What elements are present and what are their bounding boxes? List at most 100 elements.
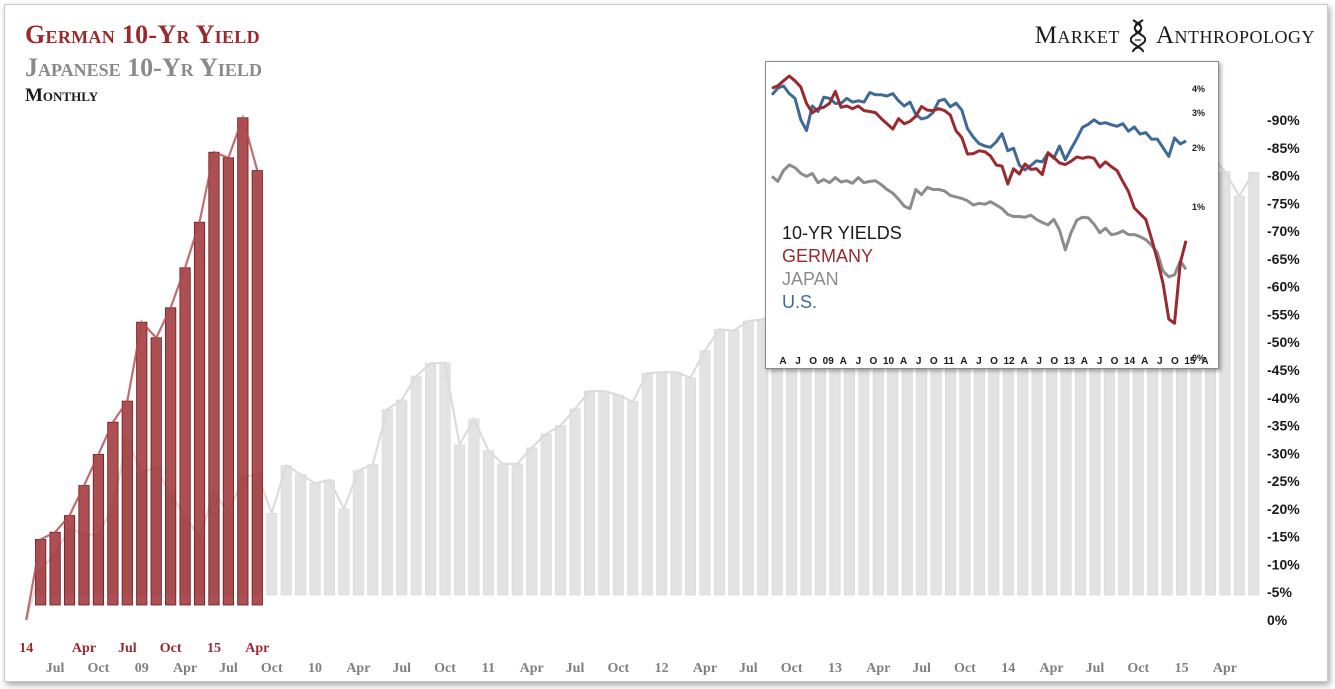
inset-x-tick-label: J — [856, 356, 862, 367]
y-tick-label: -20% — [1267, 501, 1300, 517]
german-bar — [193, 221, 206, 606]
german-bar — [78, 485, 90, 606]
x-tick-label-japan: Oct — [1127, 661, 1149, 676]
german-bar — [179, 267, 191, 606]
legend-germany: GERMANY — [782, 246, 874, 266]
y-tick-label: -10% — [1267, 556, 1300, 572]
japan-bar — [1219, 171, 1231, 596]
japan-bar — [410, 375, 422, 596]
x-tick-label-japan: Apr — [866, 661, 890, 676]
japan-bar — [612, 394, 624, 596]
x-tick-label-japan: Jul — [566, 661, 585, 676]
brand-word-left: Market — [1034, 22, 1120, 49]
x-tick-label-japan: 13 — [828, 661, 842, 676]
japan-bar — [266, 513, 278, 596]
y-tick-label: -85% — [1267, 140, 1300, 156]
brand-word-right: Anthropology — [1155, 22, 1315, 49]
x-tick-label-japan: 14 — [1001, 661, 1015, 676]
dna-helix-icon — [1129, 19, 1146, 53]
y-tick-label: 0% — [1267, 612, 1288, 628]
japan-bar — [569, 408, 581, 596]
inset-y-tick-label: 2% — [1192, 143, 1205, 153]
x-tick-label-japan: 15 — [1175, 661, 1189, 676]
japan-bar — [295, 474, 307, 596]
inset-x-tick-label: 14 — [1124, 356, 1136, 367]
inset-x-tick-label: O — [1171, 356, 1179, 367]
x-tick-label-japan: Jul — [1086, 661, 1105, 676]
inset-x-tick-label: O — [1111, 356, 1119, 367]
german-bar — [63, 515, 76, 606]
legend-title: 10-YR YIELDS — [782, 223, 902, 243]
inset-x-tick-label: 12 — [1004, 356, 1016, 367]
japan-bar — [1248, 171, 1260, 596]
japan-bar — [280, 465, 292, 596]
japan-bar — [526, 447, 538, 596]
inset-x-tick-label: J — [795, 356, 801, 367]
chart-subtitle: Japanese 10-Yr Yield — [25, 53, 262, 82]
japan-bar — [685, 377, 697, 596]
german-bar — [49, 531, 61, 606]
y-tick-label: -75% — [1267, 195, 1300, 211]
japan-bar — [583, 390, 595, 596]
inset-x-tick-label: O — [1050, 356, 1058, 367]
x-tick-label-japan: 10 — [308, 661, 322, 676]
x-tick-label-japan: Jul — [219, 661, 238, 676]
inset-y-tick-label: 1% — [1192, 202, 1205, 212]
x-tick-label-german: Apr — [72, 641, 96, 656]
inset-line-japan — [771, 163, 1188, 279]
japan-bar — [656, 371, 668, 596]
inset-x-tick-label: A — [1141, 356, 1148, 367]
german-bar — [35, 539, 47, 606]
inset-line-us — [770, 84, 1187, 172]
japan-bar — [728, 330, 740, 596]
x-tick-label-german: Jul — [118, 641, 137, 656]
japan-bar — [497, 463, 509, 596]
japan-bar — [468, 418, 480, 596]
x-tick-label-japan: Apr — [693, 661, 717, 676]
inset-chart: 4% 3% 2% 1% 0% A J O 09 A J O 10 A J O 11 A J O 12 A J O 13 A J O 14… — [765, 61, 1219, 369]
y-tick-label: -80% — [1267, 168, 1300, 184]
japan-bar — [742, 320, 754, 596]
inset-x-tick-label: O — [870, 356, 878, 367]
y-tick-label: -60% — [1267, 279, 1300, 295]
x-tick-label-japan: Jul — [912, 661, 931, 676]
japan-bar — [309, 483, 321, 596]
y-tick-label: -40% — [1267, 390, 1300, 406]
y-tick-label: -55% — [1267, 306, 1300, 322]
x-tick-label-japan: Jul — [739, 661, 758, 676]
japan-bar — [324, 479, 335, 596]
x-tick-label-japan: Oct — [261, 661, 283, 676]
legend-japan: JAPAN — [782, 269, 839, 289]
inset-x-tick-label: J — [1097, 356, 1103, 367]
japan-bar — [338, 508, 350, 596]
y-tick-label: -45% — [1267, 362, 1300, 378]
x-tick-label-japan: Apr — [520, 661, 544, 676]
german-bar — [121, 400, 133, 606]
inset-x-tick-label: J — [1157, 356, 1163, 367]
x-tick-label-german: 14 — [19, 641, 33, 656]
y-tick-label: -35% — [1267, 418, 1300, 434]
german-bar — [208, 151, 220, 606]
x-tick-label-japan: Oct — [954, 661, 976, 676]
inset-x-tick-label: A — [1081, 356, 1088, 367]
x-tick-label-japan: Oct — [434, 661, 456, 676]
inset-x-tick-label: O — [930, 356, 938, 367]
japan-bar — [627, 401, 639, 596]
japan-bar — [453, 444, 465, 596]
x-tick-label-japan: 11 — [482, 661, 495, 676]
inset-legend: 10-YR YIELDS GERMANY JAPAN U.S. — [782, 222, 902, 314]
japan-bar — [699, 350, 711, 596]
german-bar — [165, 307, 177, 606]
japan-bar — [511, 463, 523, 596]
x-tick-label-german: Apr — [245, 641, 269, 656]
inset-y-tick-label: 0% — [1192, 353, 1205, 363]
x-tick-label-german: 15 — [207, 641, 221, 656]
inset-x-tick-label: 10 — [883, 356, 895, 367]
german-bar — [237, 117, 249, 606]
japan-bar — [901, 336, 913, 596]
japan-bar — [482, 450, 494, 596]
inset-x-tick-label: A — [900, 356, 907, 367]
german-bar — [150, 337, 162, 606]
japan-bar — [555, 425, 567, 596]
german-bar — [136, 321, 148, 606]
